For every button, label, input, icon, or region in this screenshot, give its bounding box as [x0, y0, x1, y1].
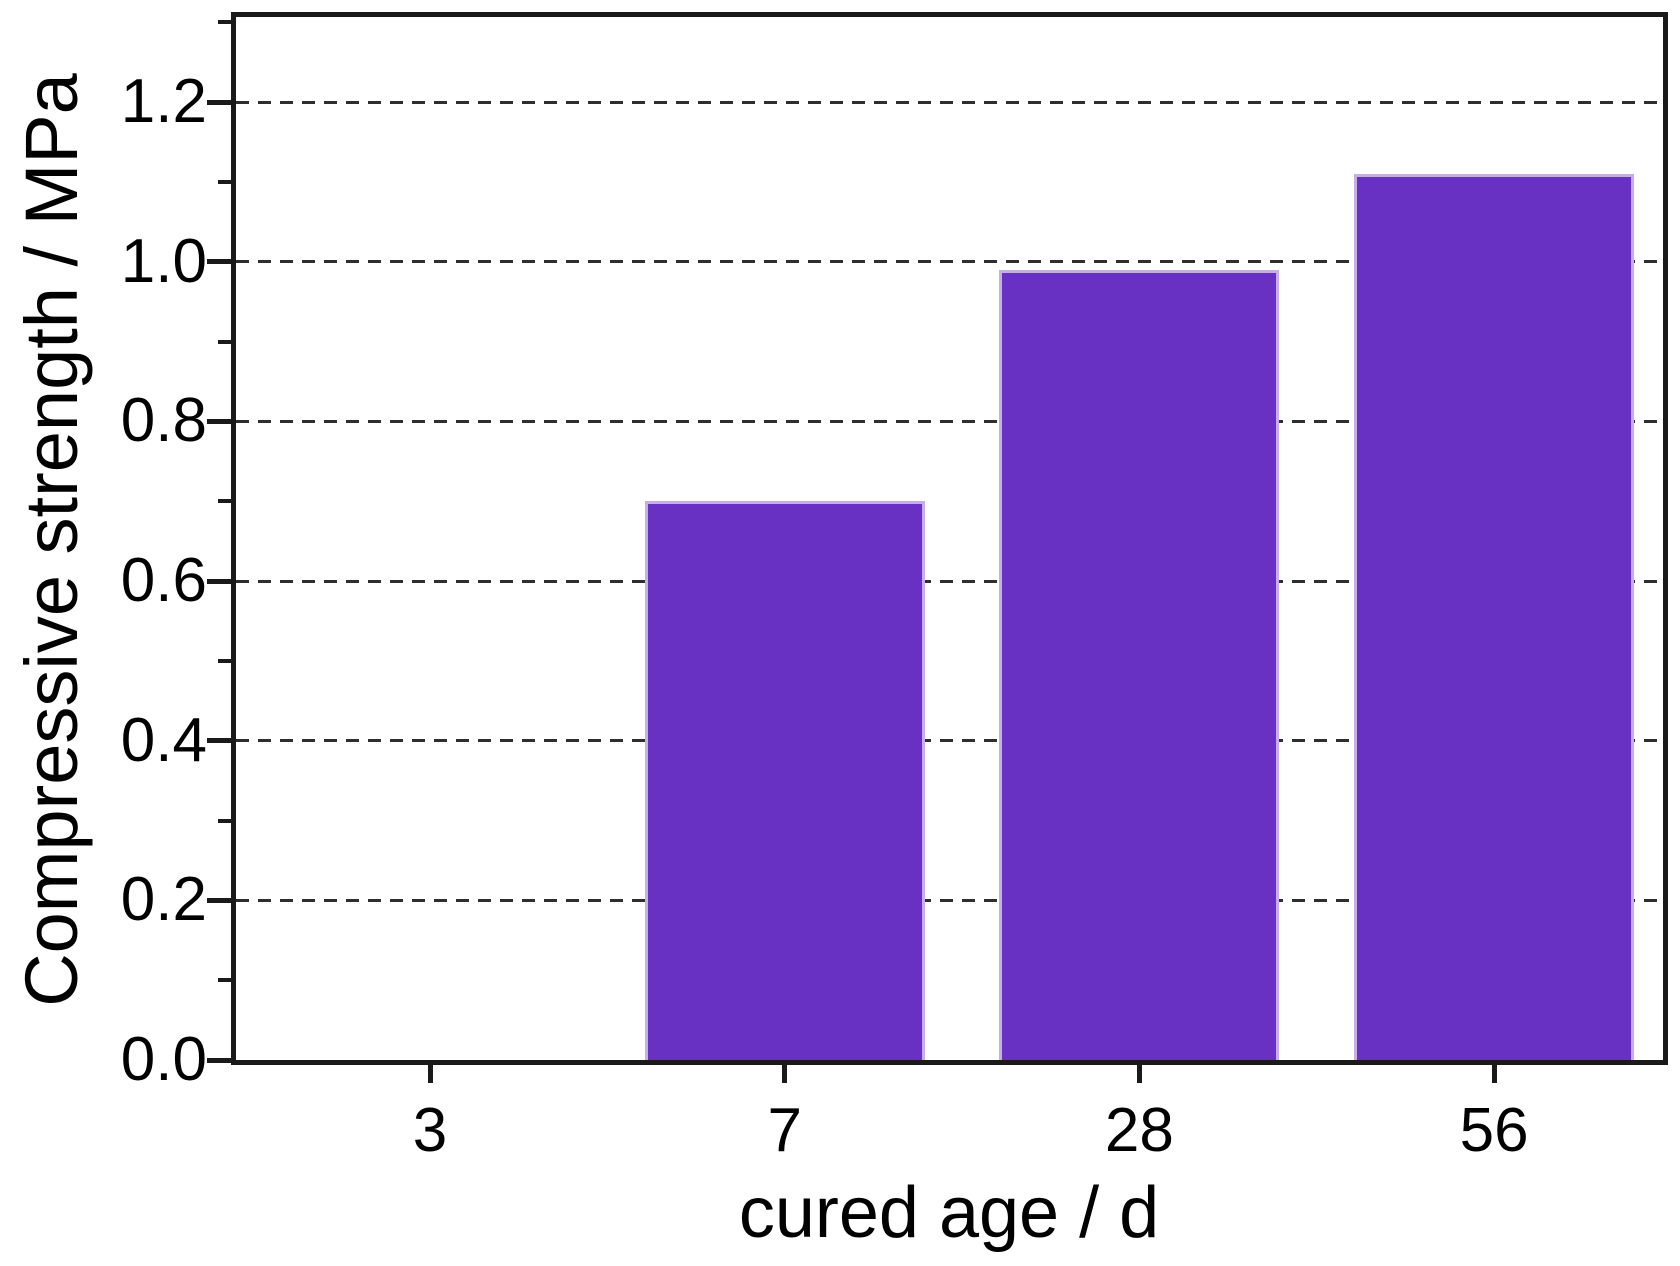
y-minor-tick-1.3 [218, 20, 232, 25]
y-minor-tick-0.1 [218, 978, 232, 983]
bar-56 [1354, 173, 1635, 1060]
gridline-y-0.8 [236, 419, 1663, 423]
y-axis-label: Compressive strength / MPa [10, 73, 93, 1007]
x-axis-label: cured age / d [738, 1173, 1160, 1253]
x-tick-label-56: 56 [1459, 1096, 1529, 1165]
x-tick-56 [1491, 1065, 1497, 1083]
x-tick-7 [782, 1065, 788, 1083]
y-major-tick-0.8 [207, 418, 232, 424]
gridline-y-0.6 [236, 579, 1663, 583]
gridline-y-1.2 [236, 100, 1663, 104]
gridline-y-0.4 [236, 739, 1663, 743]
y-tick-label-1.0: 1.0 [120, 226, 207, 296]
x-tick-label-7: 7 [767, 1096, 802, 1165]
x-tick-28 [1136, 1065, 1142, 1083]
y-tick-label-1.2: 1.2 [120, 67, 207, 137]
bar-7 [644, 501, 925, 1060]
y-tick-label-0.6: 0.6 [120, 546, 207, 616]
y-major-tick-0.0 [207, 1057, 232, 1063]
y-minor-tick-0.3 [218, 818, 232, 823]
gridline-y-0.2 [236, 898, 1663, 902]
x-tick-3 [427, 1065, 433, 1083]
x-tick-label-28: 28 [1104, 1096, 1174, 1165]
x-tick-label-3: 3 [412, 1096, 448, 1165]
y-major-tick-0.2 [207, 897, 232, 903]
y-tick-label-0.8: 0.8 [120, 386, 207, 456]
y-minor-tick-0.9 [218, 339, 232, 344]
y-tick-label-0.2: 0.2 [120, 865, 207, 935]
y-major-tick-1.0 [207, 259, 232, 265]
y-minor-tick-0.5 [218, 658, 232, 663]
y-major-tick-1.2 [207, 99, 232, 105]
y-tick-label-0.4: 0.4 [120, 705, 207, 775]
gridline-y-1 [236, 260, 1663, 264]
bar-28 [999, 269, 1280, 1060]
y-major-tick-0.4 [207, 738, 232, 744]
y-minor-tick-1.1 [218, 179, 232, 184]
y-minor-tick-0.7 [218, 499, 232, 504]
y-major-tick-0.6 [207, 578, 232, 584]
y-tick-label-0.0: 0.0 [120, 1025, 207, 1094]
